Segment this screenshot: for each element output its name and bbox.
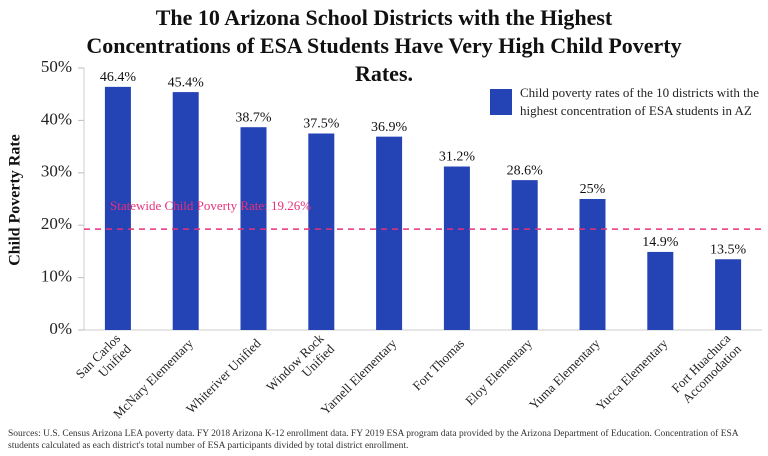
value-label: 13.5%: [710, 242, 747, 257]
value-label: 38.7%: [235, 110, 272, 125]
reference-label: Statewide Child Poverty Rate: 19.26%: [110, 198, 311, 213]
legend-swatch: [490, 89, 512, 115]
value-label: 46.4%: [100, 70, 137, 85]
y-tick-label: 10%: [41, 267, 72, 286]
bar: [579, 199, 606, 330]
bar: [647, 251, 674, 330]
x-tick-label: Yuma Elementary: [526, 335, 603, 412]
bar: [104, 86, 131, 330]
value-label: 28.6%: [507, 163, 544, 178]
bar: [308, 133, 335, 330]
x-tick-label: San CarlosUnified: [72, 330, 134, 392]
y-tick-label: 0%: [49, 319, 72, 338]
source-note: Sources: U.S. Census Arizona LEA poverty…: [8, 429, 739, 451]
bar: [172, 92, 199, 330]
value-label: 14.9%: [642, 235, 679, 250]
x-tick-label: Eloy Elementary: [462, 335, 535, 408]
value-label: 36.9%: [371, 120, 408, 135]
value-label: 31.2%: [439, 150, 476, 165]
x-tick-label: Fort HuachucaAccomodation: [668, 330, 744, 406]
value-label: 25%: [580, 182, 606, 197]
y-tick-label: 40%: [41, 109, 72, 128]
y-axis-title: Child Poverty Rate: [7, 134, 24, 266]
bar: [376, 136, 403, 330]
legend: Child poverty rates of the 10 districts …: [490, 84, 760, 120]
y-tick-label: 30%: [41, 162, 72, 181]
x-tick-label: Fort Thomas: [409, 336, 467, 394]
x-tick-label: Window RockUnified: [263, 330, 338, 405]
value-label: 45.4%: [168, 75, 205, 90]
y-tick-label: 20%: [41, 214, 72, 233]
bar: [715, 259, 742, 330]
x-tick-label: Whiteriver Unified: [183, 335, 264, 416]
x-tick-label: Yucca Elementary: [593, 335, 671, 413]
value-label: 37.5%: [303, 117, 340, 132]
legend-label: Child poverty rates of the 10 districts …: [520, 85, 760, 118]
bar: [443, 166, 470, 330]
y-tick-label: 50%: [41, 57, 72, 76]
bar: [511, 180, 538, 330]
chart-title: The 10 Arizona School Districts with the…: [86, 5, 682, 86]
